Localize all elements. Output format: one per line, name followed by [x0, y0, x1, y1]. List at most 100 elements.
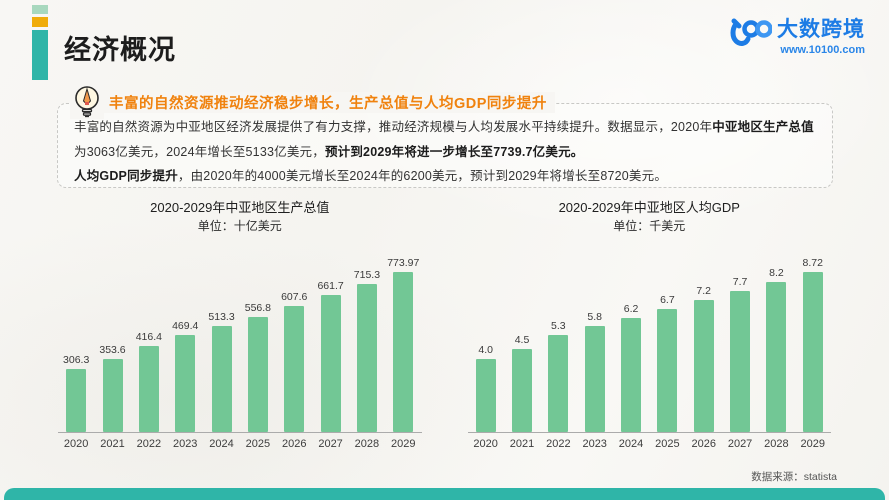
bar-value-label: 416.4 [135, 331, 162, 343]
bar-column-2021: 353.6 [94, 344, 130, 432]
bar-plot: 4.0 4.5 5.3 5.8 6.2 6.7 7.2 7.7 8.2 8.72 [467, 255, 831, 433]
bar-column-2024: 513.3 [203, 311, 239, 432]
bar-value-label: 556.8 [244, 302, 272, 314]
bar [693, 300, 714, 432]
chart-gdp-total: 2020-2029年中亚地区生产总值 单位：十亿美元 306.3 353.6 416… [58, 198, 422, 450]
bar-column-2024: 6.2 [613, 303, 649, 432]
bar [802, 272, 823, 432]
bar-column-2029: 8.72 [795, 257, 831, 432]
chart-subtitle: 单位：千美元 [613, 219, 686, 233]
bar [247, 317, 268, 432]
bar-value-label: 4.5 [514, 334, 530, 346]
bar-column-2026: 7.2 [686, 285, 722, 432]
callout-heading-row: 丰富的自然资源推动经济稳步增长，生产总值与人均GDP同步提升 [70, 84, 555, 120]
x-tick-label: 2027 [727, 438, 753, 450]
x-axis-labels: 2020 2021 2022 2023 2024 2025 2026 2027 2028 2029 [58, 433, 422, 450]
chart-gdp-per-capita: 2020-2029年中亚地区人均GDP 单位：千美元 4.0 4.5 5.3 5.8 6… [467, 198, 832, 450]
callout-heading: 丰富的自然资源推动经济稳步增长，生产总值与人均GDP同步提升 [104, 91, 555, 113]
bar-value-label: 8.2 [769, 267, 784, 279]
summary-text-segment: 中亚地区生产总值 [712, 120, 814, 134]
brand-logo: 大数跨境 www.10100.com [728, 13, 865, 58]
summary-paragraph: 丰富的自然资源为中亚地区经济发展提供了有力支撑，推动经济规模与人均发展水平持续提… [74, 115, 818, 189]
chart-title: 2020-2029年中亚地区生产总值 [150, 200, 330, 215]
footer-teal-band [4, 488, 885, 500]
bar [320, 295, 341, 432]
bar [284, 306, 305, 432]
bar [584, 326, 605, 432]
summary-text-segment: ，由2020年的4000美元增长至2024年的6200美元，预计到2029年将增… [177, 169, 668, 183]
x-tick-label: 2025 [245, 438, 271, 450]
bar-column-2023: 5.8 [577, 311, 613, 432]
bar-column-2025: 556.8 [240, 302, 276, 432]
bar-column-2022: 5.3 [540, 320, 576, 432]
bar [512, 349, 533, 432]
x-tick-label: 2026 [691, 438, 716, 450]
logo-100-icon [728, 17, 773, 58]
x-tick-label: 2027 [318, 438, 343, 450]
x-tick-label: 2026 [281, 438, 307, 450]
bar-value-label: 306.3 [63, 354, 90, 366]
accent-block-teal [32, 30, 48, 80]
bar-column-2026: 607.6 [276, 291, 312, 432]
x-tick-label: 2022 [136, 438, 162, 450]
charts-row: 2020-2029年中亚地区生产总值 单位：十亿美元 306.3 353.6 416… [58, 198, 831, 450]
bar-value-label: 6.7 [660, 294, 675, 306]
summary-box: 丰富的自然资源为中亚地区经济发展提供了有力支撑，推动经济规模与人均发展水平持续提… [57, 103, 833, 188]
bar [475, 359, 496, 432]
bar-column-2023: 469.4 [167, 320, 203, 432]
bar-column-2020: 306.3 [58, 354, 94, 432]
bar-value-label: 715.3 [353, 269, 381, 281]
bar [211, 326, 232, 432]
bar-value-label: 353.6 [99, 344, 126, 356]
x-tick-label: 2028 [354, 438, 380, 450]
accent-block-orange [32, 17, 48, 27]
chart-title: 2020-2029年中亚地区人均GDP [558, 200, 740, 215]
bar [657, 309, 678, 432]
bar-column-2027: 7.7 [722, 276, 758, 432]
bar-value-label: 513.3 [208, 311, 235, 323]
title-accent-blocks [32, 5, 48, 83]
x-tick-label: 2029 [800, 438, 825, 450]
x-tick-label: 2025 [655, 438, 680, 450]
bar-column-2027: 661.7 [312, 280, 348, 432]
bar [393, 272, 414, 432]
accent-block-light-green [32, 5, 48, 14]
bar-value-label: 8.72 [802, 257, 823, 269]
bar-column-2021: 4.5 [504, 334, 540, 432]
bar [548, 335, 569, 432]
x-tick-label: 2022 [546, 438, 571, 450]
bar-value-label: 607.6 [281, 291, 308, 303]
bar-column-2028: 715.3 [349, 269, 385, 432]
bar [621, 318, 642, 432]
bar-value-label: 5.8 [587, 311, 602, 323]
summary-text-segment: 人均GDP同步提升 [74, 169, 178, 183]
x-axis-labels: 2020 2021 2022 2023 2024 2025 2026 2027 2028 2029 [468, 433, 832, 450]
bar-column-2020: 4.0 [468, 344, 504, 432]
bar-column-2025: 6.7 [649, 294, 685, 432]
chart-subtitle: 单位：十亿美元 [197, 219, 282, 233]
bar [138, 346, 159, 432]
page-title: 经济概况 [64, 35, 176, 65]
x-tick-label: 2029 [391, 438, 416, 450]
bar [356, 284, 377, 432]
bar [102, 359, 123, 432]
bar [66, 369, 87, 432]
x-tick-label: 2021 [509, 438, 535, 450]
summary-text-segment: 为3063亿美元，2024年增长至5133亿美元， [74, 144, 325, 159]
bar-value-label: 6.2 [623, 303, 639, 315]
x-tick-label: 2023 [582, 438, 607, 450]
logo-url-text: www.10100.com [780, 44, 865, 56]
bar-value-label: 773.97 [387, 257, 420, 269]
logo-brand-text: 大数跨境 [777, 18, 865, 41]
x-tick-label: 2023 [172, 438, 198, 450]
bar-column-2022: 416.4 [131, 331, 167, 432]
summary-text-segment: 预计到2029年将进一步增长至7739.7亿美元。 [324, 144, 584, 159]
x-tick-label: 2021 [100, 438, 125, 450]
summary-text-segment: 丰富的自然资源为中亚地区经济发展提供了有力支撑，推动经济规模与人均发展水平持续提… [74, 120, 713, 134]
bar-value-label: 5.3 [551, 320, 566, 332]
x-tick-label: 2024 [209, 438, 234, 450]
x-tick-label: 2020 [63, 438, 89, 450]
lightbulb-pencil-icon [70, 85, 104, 119]
bar [175, 335, 196, 432]
